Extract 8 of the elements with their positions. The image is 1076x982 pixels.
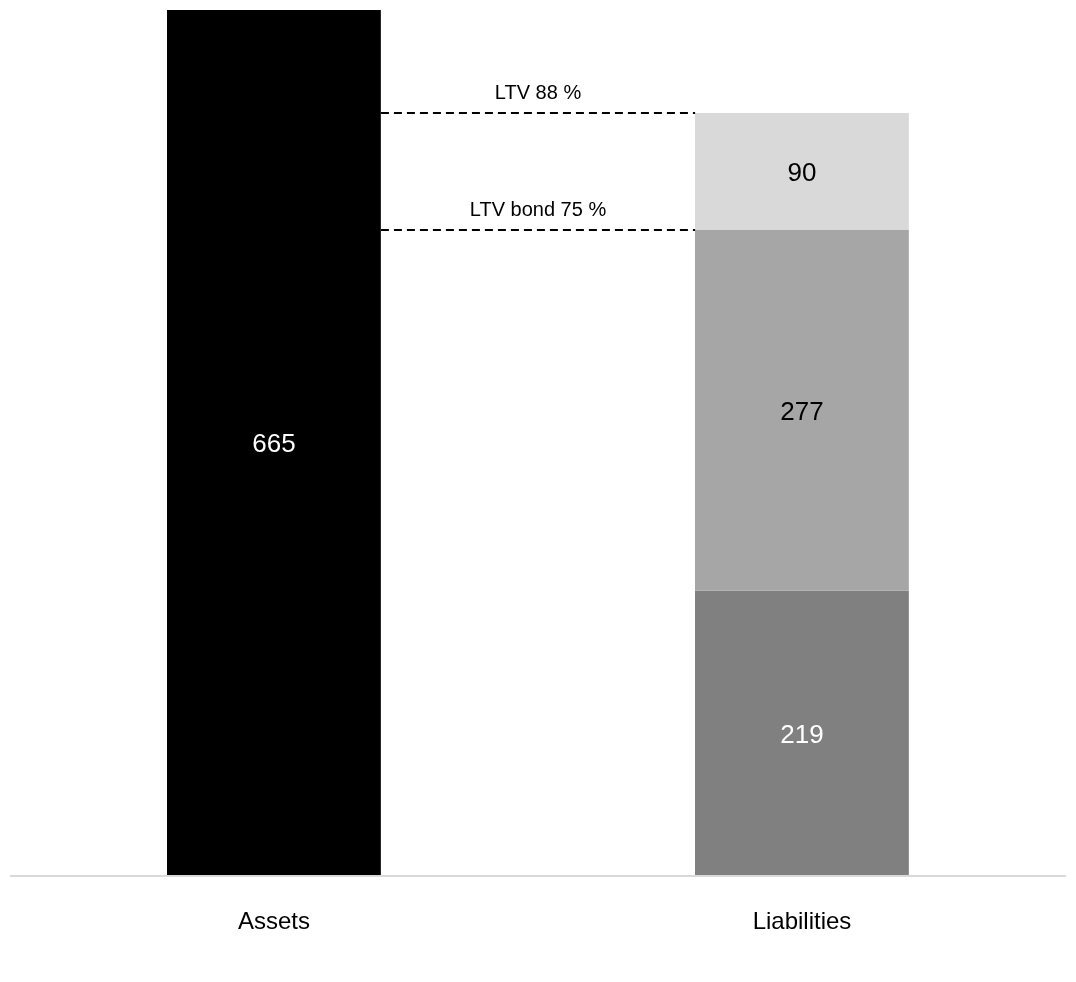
x-tick-label: Assets xyxy=(237,907,311,935)
data-label: 90 xyxy=(787,156,817,187)
ref-line-label: LTV bond 75 % xyxy=(469,198,607,221)
x-tick-label: Liabilities xyxy=(752,907,852,935)
data-label: 219 xyxy=(780,718,824,749)
data-label: 277 xyxy=(780,395,824,426)
ref-line-label: LTV 88 % xyxy=(494,80,582,103)
data-label: 665 xyxy=(252,428,296,459)
